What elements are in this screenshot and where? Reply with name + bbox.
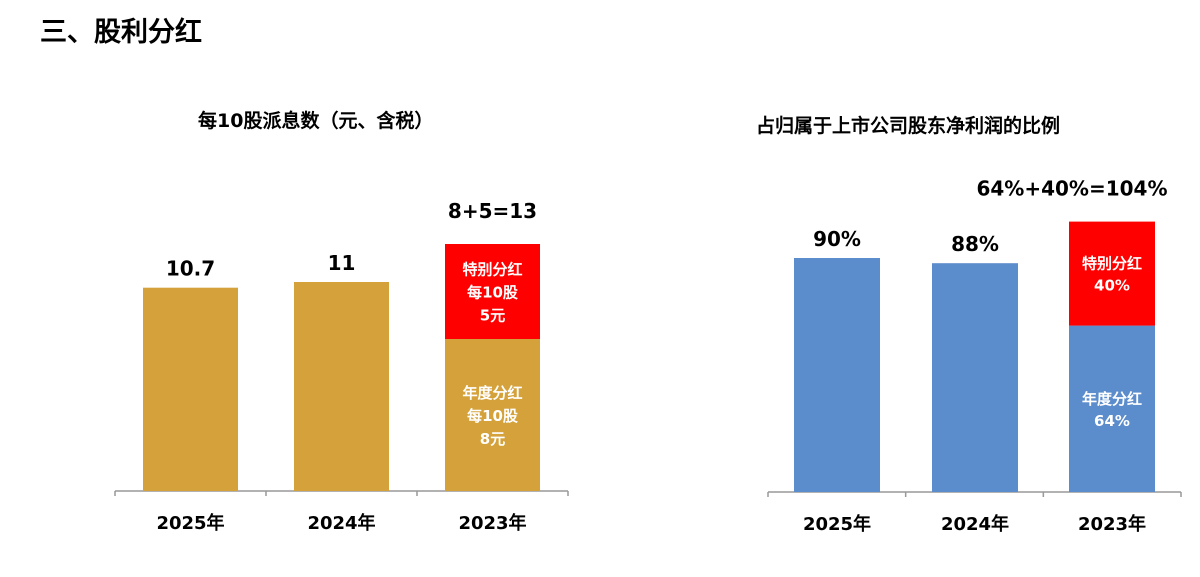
chart2-total-label: 64%+40%=104% <box>976 177 1167 201</box>
chart1-total-label: 8+5=13 <box>448 199 537 223</box>
chart1-data-label: 11 <box>328 251 356 275</box>
chart2-bar <box>932 263 1018 492</box>
chart2-segment-label: 64% <box>1094 412 1130 430</box>
page-title: 三、股利分红 <box>40 17 202 48</box>
chart2-stack-segment-special <box>1069 221 1155 326</box>
chart2-data-label: 90% <box>813 227 861 251</box>
chart1-segment-label: 每10股 <box>467 407 519 425</box>
chart2-stack-segment-annual <box>1069 325 1155 492</box>
chart1-tick-label: 2024年 <box>307 512 375 534</box>
chart1-segment-label: 每10股 <box>467 284 519 302</box>
chart2-data-label: 88% <box>951 232 999 256</box>
chart-title-dividend-per-10-shares: 每10股派息数（元、含税） <box>198 110 434 132</box>
chart1-stack-segment-special <box>445 244 540 339</box>
chart1-tick-label: 2023年 <box>458 512 526 534</box>
chart2-tick-label: 2024年 <box>941 513 1009 535</box>
chart1-bar <box>143 287 238 491</box>
chart1-tick-label: 2025年 <box>156 512 224 534</box>
chart1-segment-label: 8元 <box>480 430 505 448</box>
chart1-stack-segment-annual <box>445 339 540 491</box>
chart2-segment-label: 特别分红 <box>1082 255 1142 273</box>
chart1-segment-label: 5元 <box>480 307 505 325</box>
chart2-bar <box>794 258 880 492</box>
chart1-data-label: 10.7 <box>166 257 215 281</box>
chart2-segment-label: 40% <box>1094 277 1130 295</box>
chart1-bar <box>294 282 389 491</box>
chart1-segment-label: 年度分红 <box>462 384 522 402</box>
chart2-tick-label: 2025年 <box>803 513 871 535</box>
chart-title-payout-ratio: 占归属于上市公司股东净利润的比例 <box>756 115 1061 137</box>
chart2-tick-label: 2023年 <box>1078 513 1146 535</box>
chart2-segment-label: 年度分红 <box>1082 390 1142 408</box>
chart1-segment-label: 特别分红 <box>462 261 522 279</box>
